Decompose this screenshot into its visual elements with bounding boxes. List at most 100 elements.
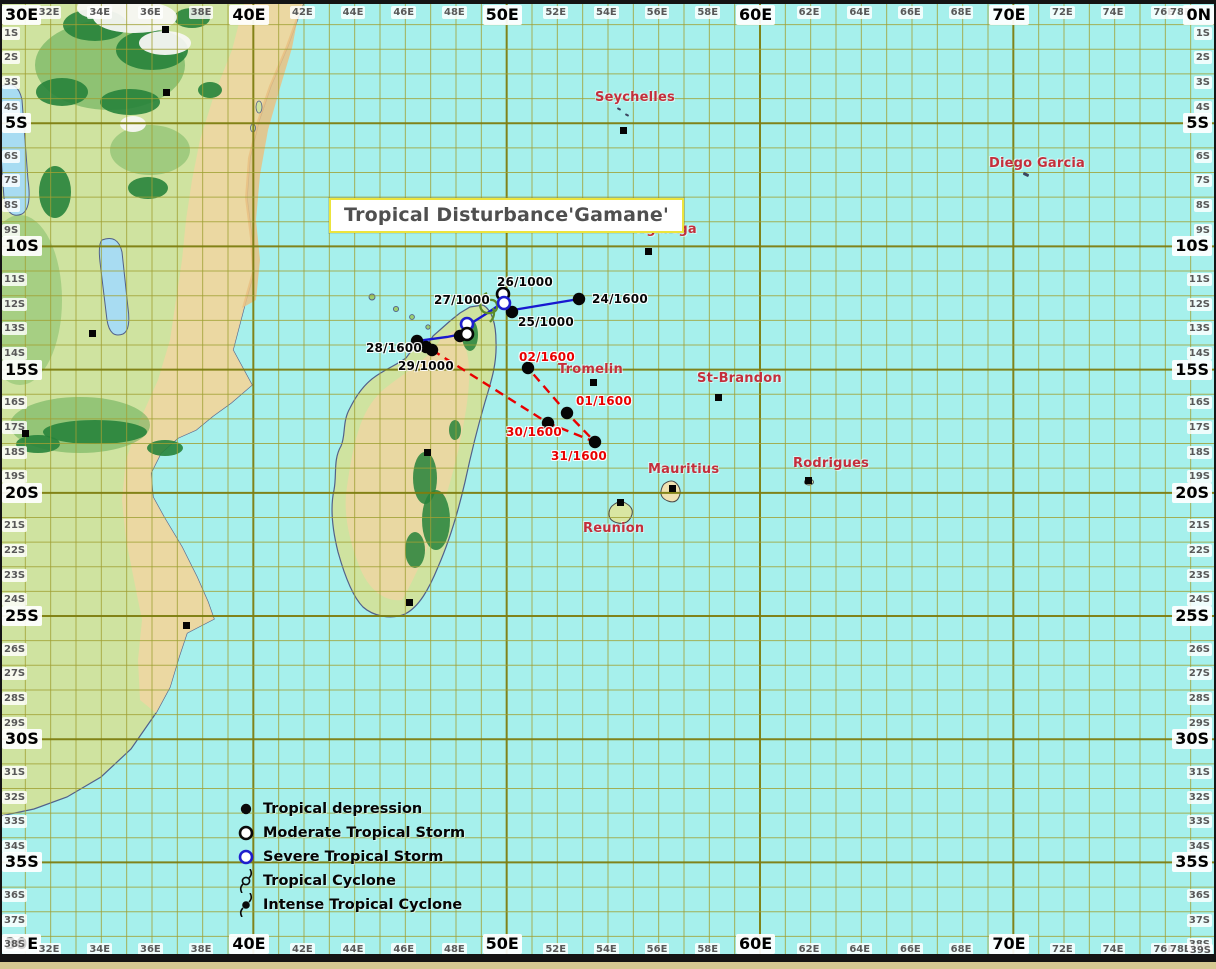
lon-label-bottom: 42E bbox=[290, 943, 315, 956]
lat-label-right: 28S bbox=[1186, 691, 1212, 705]
lat-label-right: 37S bbox=[1186, 913, 1212, 927]
lake-malawi bbox=[98, 238, 130, 336]
lon-label-top: 58E bbox=[695, 6, 721, 19]
lon-label-top: 72E bbox=[1050, 6, 1075, 19]
severe-tropical-storm-icon bbox=[236, 845, 263, 869]
city-marker bbox=[22, 430, 29, 437]
lat-label-right: 10S bbox=[1172, 236, 1212, 257]
lat-label-right: 32S bbox=[1186, 790, 1212, 804]
lat-label-left: 2S bbox=[2, 51, 21, 65]
lon-label-bottom: 34E bbox=[87, 943, 113, 956]
map-title-box: Tropical Disturbance'Gamane' bbox=[329, 198, 684, 233]
lon-label-bottom: 36E bbox=[138, 943, 163, 956]
cyclone-doodle-icon bbox=[478, 292, 499, 323]
place-marker-rodrigues bbox=[805, 477, 812, 484]
lat-label-left: 10S bbox=[2, 236, 42, 257]
lat-label-left: 37S bbox=[2, 913, 28, 927]
place-label-st-brandon: St-Brandon bbox=[697, 371, 782, 386]
lon-label-bottom: 70E bbox=[989, 934, 1029, 954]
lon-label-bottom: 68E bbox=[948, 943, 974, 956]
track-date-label-30-1600: 30/1600 bbox=[506, 425, 562, 439]
lat-label-right: 33S bbox=[1186, 815, 1212, 829]
islet bbox=[255, 100, 263, 114]
lon-label-top: 30E bbox=[2, 5, 42, 25]
lon-label-bottom: 48E bbox=[442, 943, 467, 956]
lon-label-top: 66E bbox=[898, 6, 923, 19]
reunion-island bbox=[608, 501, 633, 524]
lat-label-left: 18S bbox=[2, 445, 28, 459]
lat-label-right: 30S bbox=[1172, 729, 1212, 750]
lat-label-right: 24S bbox=[1186, 593, 1212, 607]
legend-label: Severe Tropical Storm bbox=[263, 849, 444, 865]
lat-label-right: 23S bbox=[1186, 568, 1212, 582]
lon-label-top: 36E bbox=[138, 6, 163, 19]
lon-label-bottom: 74E bbox=[1100, 943, 1126, 956]
lat-label-right: 6S bbox=[1193, 149, 1212, 163]
lon-label-bottom: 46E bbox=[391, 943, 417, 956]
lat-label-right: 5S bbox=[1183, 113, 1212, 134]
comoros-islet bbox=[409, 314, 415, 320]
legend-item-intense-tropical-cyclone: Intense Tropical Cyclone bbox=[236, 892, 465, 918]
track-point-tropical-depression bbox=[572, 292, 586, 306]
lat-label-right: 19S bbox=[1186, 470, 1212, 484]
lat-label-left: 23S bbox=[2, 568, 28, 582]
legend-item-tropical-cyclone: Tropical Cyclone bbox=[236, 868, 465, 894]
lon-label-top: 54E bbox=[594, 6, 619, 19]
track-date-label-27-1000: 27/1000 bbox=[434, 293, 490, 307]
lon-label-top: 42E bbox=[290, 6, 315, 19]
lat-label-left: 30S bbox=[2, 729, 42, 750]
lat-label-left: 9S bbox=[2, 223, 21, 237]
place-marker-diego-garcia bbox=[1022, 171, 1030, 178]
map-border-right bbox=[1214, 0, 1216, 962]
lat-label-left: 21S bbox=[2, 519, 28, 533]
lat-label-right: 3S bbox=[1193, 75, 1212, 89]
legend-label: Tropical Cyclone bbox=[263, 873, 396, 889]
track-point-tropical-depression bbox=[560, 406, 574, 420]
lon-label-bottom: 40E bbox=[229, 934, 269, 954]
lat-label-right: 29S bbox=[1186, 716, 1212, 730]
track-point-tropical-depression bbox=[425, 343, 439, 357]
lat-label-left: 12S bbox=[2, 297, 28, 311]
lon-label-top: 34E bbox=[87, 6, 113, 19]
lat-label-left: 6S bbox=[2, 149, 21, 163]
track-date-label-29-1000: 29/1000 bbox=[398, 359, 454, 373]
lat-label-left: 17S bbox=[2, 420, 28, 434]
lat-label-right: 14S bbox=[1186, 346, 1212, 360]
legend: Tropical depression Moderate Tropical St… bbox=[236, 797, 465, 918]
lat-label-left: 3S bbox=[2, 75, 21, 89]
lon-label-bottom: 66E bbox=[898, 943, 923, 956]
place-marker-reunion bbox=[617, 499, 624, 506]
lat-label-right: 21S bbox=[1186, 519, 1212, 533]
lat-label-left: 24S bbox=[2, 593, 28, 607]
lon-label-bottom: 44E bbox=[340, 943, 366, 956]
legend-item-tropical-depression: Tropical depression bbox=[236, 797, 465, 821]
track-point-tropical-depression bbox=[410, 334, 424, 348]
legend-item-moderate-tropical-storm: Moderate Tropical Storm bbox=[236, 821, 465, 845]
lat-label-left: 20S bbox=[2, 482, 42, 503]
lat-label-right: 22S bbox=[1186, 544, 1212, 558]
place-label-reunion: Reunion bbox=[583, 521, 645, 536]
lat-label-left: 25S bbox=[2, 606, 42, 627]
tropical-depression-icon bbox=[236, 797, 263, 821]
lat-label-left: 34S bbox=[2, 839, 28, 853]
lon-label-bottom: 58E bbox=[695, 943, 721, 956]
corner-label-0n: 0N bbox=[1183, 5, 1214, 25]
lon-label-bottom: 62E bbox=[796, 943, 822, 956]
lat-label-left: 26S bbox=[2, 642, 28, 656]
track-date-label-02-1600: 02/1600 bbox=[519, 350, 575, 364]
legend-label: Intense Tropical Cyclone bbox=[263, 897, 463, 913]
place-label-rodrigues: Rodrigues bbox=[793, 456, 870, 471]
lat-label-right: 36S bbox=[1186, 889, 1212, 903]
moderate-tropical-storm-icon bbox=[236, 821, 263, 845]
lat-label-left: 7S bbox=[2, 174, 21, 188]
lat-label-left: 31S bbox=[2, 765, 28, 779]
corner-label-39s: 39S bbox=[1187, 944, 1213, 957]
lon-label-bottom: 32E bbox=[36, 943, 62, 956]
lat-label-right: 4S bbox=[1193, 100, 1212, 114]
place-label-seychelles: Seychelles bbox=[595, 90, 675, 105]
track-point-tropical-depression bbox=[588, 435, 602, 449]
comoros-islet bbox=[392, 305, 400, 313]
track-point-severe-tropical-storm bbox=[496, 295, 512, 311]
